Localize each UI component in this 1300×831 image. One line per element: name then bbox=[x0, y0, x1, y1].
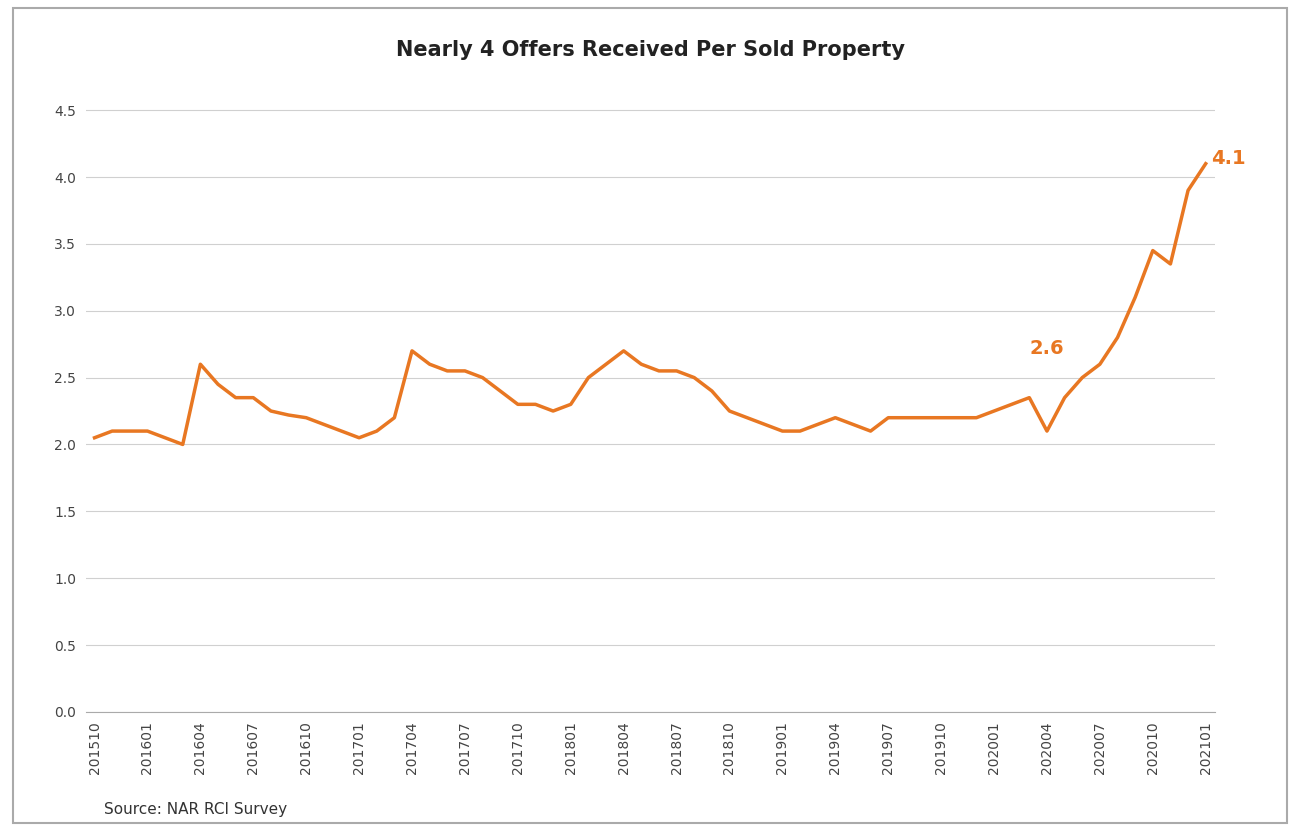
Text: Source: NAR RCI Survey: Source: NAR RCI Survey bbox=[104, 803, 287, 818]
Text: 4.1: 4.1 bbox=[1212, 149, 1245, 168]
Text: 2.6: 2.6 bbox=[1030, 338, 1063, 357]
Title: Nearly 4 Offers Received Per Sold Property: Nearly 4 Offers Received Per Sold Proper… bbox=[395, 40, 905, 60]
